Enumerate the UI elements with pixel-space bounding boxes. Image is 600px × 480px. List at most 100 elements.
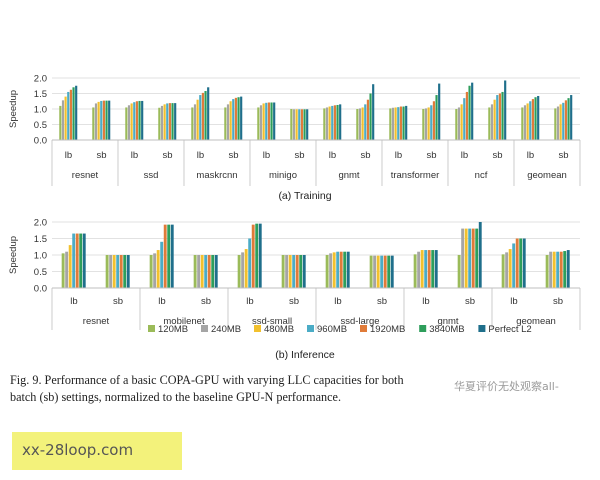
bar [505, 252, 509, 288]
setting-label: lb [510, 296, 517, 307]
bar [523, 105, 527, 140]
model-label: transformer [391, 170, 440, 181]
bar [204, 255, 208, 288]
figure-caption-line1: Fig. 9. Performance of a basic COPA-GPU … [10, 373, 404, 387]
model-label: gnmt [338, 170, 359, 181]
bar [262, 103, 265, 140]
bar [424, 250, 428, 288]
bar [556, 106, 560, 140]
model-label: ncf [475, 170, 488, 181]
bar [259, 105, 263, 140]
setting-label: sb [96, 150, 106, 161]
bar [226, 104, 230, 140]
figure-caption-line2: batch (sb) settings, normalized to the b… [10, 390, 341, 404]
bar [168, 103, 171, 140]
bar [299, 255, 303, 288]
bar [529, 101, 532, 140]
bar [94, 103, 98, 140]
bar [461, 228, 465, 288]
bar [285, 255, 289, 288]
bar [468, 85, 471, 140]
model-label: mobilenet [163, 316, 205, 327]
setting-label: sb [289, 296, 299, 307]
bar [422, 109, 425, 140]
bar [105, 100, 108, 140]
bar [339, 251, 343, 288]
bar [417, 251, 421, 288]
bar [376, 255, 380, 288]
bar [460, 104, 463, 140]
bar [193, 104, 197, 140]
bar [455, 109, 458, 140]
bar [133, 102, 136, 140]
bar [258, 223, 262, 288]
model-label: gnmt [437, 316, 458, 327]
setting-label: lb [422, 296, 429, 307]
bar [333, 105, 336, 140]
bar [214, 255, 218, 288]
bar [240, 96, 243, 140]
bar [170, 224, 174, 288]
inference-chart: 0.0 0.5 1.0 1.5 2.0 Speedup lb sb lb sb lb sb lb sb lb… [8, 218, 581, 361]
bar [430, 105, 433, 140]
bar [471, 82, 474, 140]
legend-label: 120MB [158, 324, 188, 335]
bar [163, 104, 166, 140]
y-axis-label: Speedup [8, 236, 19, 274]
bar [160, 241, 164, 288]
bar [512, 243, 516, 288]
bar [463, 98, 466, 140]
bar [292, 109, 296, 140]
legend-label: 1920MB [370, 324, 405, 335]
bar [501, 254, 505, 288]
model-label: geomean [527, 170, 567, 181]
bar [273, 102, 276, 140]
setting-label: sb [553, 296, 563, 307]
bar [369, 93, 372, 140]
bar [105, 255, 109, 288]
setting-label: sb [113, 296, 123, 307]
bar [498, 93, 501, 140]
legend-swatch [148, 325, 155, 332]
bar [232, 99, 235, 140]
bar [158, 107, 161, 140]
bar [457, 107, 461, 140]
bar [420, 250, 424, 288]
y-tick-label: 2.0 [34, 218, 47, 229]
bar [292, 255, 296, 288]
bar [302, 255, 306, 288]
bar [468, 228, 472, 288]
bar [471, 228, 475, 288]
bar [207, 255, 211, 288]
legend-label: 960MB [317, 324, 347, 335]
bar [149, 255, 153, 288]
setting-label: lb [70, 296, 77, 307]
bar [566, 250, 570, 288]
bar [100, 100, 103, 140]
bar [204, 91, 207, 140]
bar [366, 99, 369, 140]
bar [295, 109, 298, 140]
y-tick-label: 0.5 [34, 120, 47, 131]
model-label: maskrcnn [196, 170, 237, 181]
bar [490, 104, 494, 140]
bar [559, 251, 563, 288]
bar [519, 238, 523, 288]
model-label: ssd-large [340, 316, 379, 327]
bar [488, 107, 491, 140]
bar [300, 109, 303, 140]
bar [332, 252, 336, 288]
model-label: ssd [144, 170, 159, 181]
bar [257, 107, 260, 140]
bar [75, 233, 79, 288]
bar [504, 80, 507, 140]
bar [72, 87, 75, 140]
bar [358, 108, 362, 140]
bar [141, 100, 144, 140]
legend-swatch [201, 325, 208, 332]
model-label: resnet [72, 170, 99, 181]
legend-label: 240MB [211, 324, 241, 335]
bar [281, 255, 285, 288]
bar [112, 255, 116, 288]
bar [211, 255, 215, 288]
